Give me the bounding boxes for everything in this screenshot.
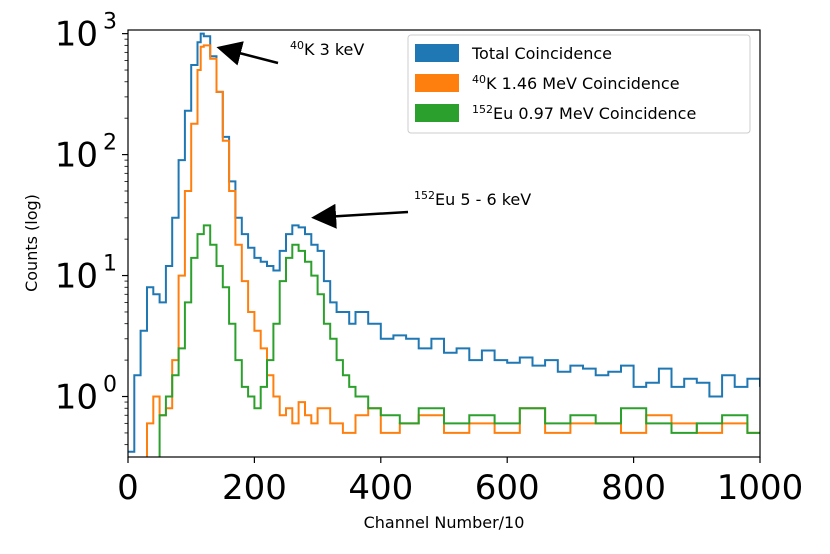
annotation-arrow	[311, 203, 409, 229]
x-tick-label: 600	[475, 468, 540, 508]
legend-swatch	[415, 104, 459, 122]
legend-swatch	[415, 74, 459, 92]
series-line-3	[158, 224, 760, 457]
x-tick-label: 1000	[717, 468, 804, 508]
y-tick-exponent: 2	[103, 131, 117, 156]
plot-frame	[127, 29, 761, 458]
legend: Total Coincidence 40K 1.46 MeV Coincidenc…	[407, 34, 751, 134]
y-tick-label: 10	[55, 15, 98, 55]
legend-swatch	[415, 44, 459, 62]
x-tick-label: 0	[117, 468, 139, 508]
y-tick-label: 10	[55, 136, 98, 176]
series-line-1	[128, 32, 760, 453]
x-axis-label: Channel Number/10	[364, 513, 525, 532]
legend-label: Total Coincidence	[471, 44, 612, 63]
y-axis-label: Counts (log)	[22, 194, 41, 292]
legend-label: 40K 1.46 MeV Coincidence	[472, 73, 680, 93]
y-tick-exponent: 0	[103, 373, 117, 398]
annotation-arrow	[216, 41, 279, 66]
y-tick-exponent: 3	[103, 10, 117, 35]
legend-box	[407, 34, 751, 134]
annotations: 40K 3 keV 152Eu 5 - 6 keV	[216, 39, 531, 229]
annotation-label: 40K 3 keV	[290, 39, 364, 59]
x-tick-label: 800	[601, 468, 666, 508]
y-tick-exponent: 1	[103, 252, 117, 277]
x-tick-label: 400	[348, 468, 413, 508]
series-layer	[128, 32, 760, 457]
annotation-label: 152Eu 5 - 6 keV	[414, 189, 531, 209]
x-tick-label: 200	[222, 468, 287, 508]
y-tick-label: 10	[55, 378, 98, 418]
y-tick-label: 10	[55, 257, 98, 297]
x-axis: 0 200 400 600 800 1000	[117, 457, 803, 508]
legend-label: 152Eu 0.97 MeV Coincidence	[472, 103, 696, 123]
